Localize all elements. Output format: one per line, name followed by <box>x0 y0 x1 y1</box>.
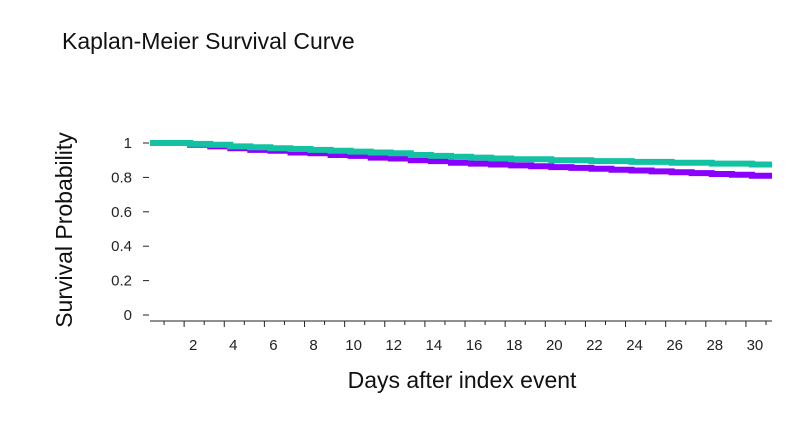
y-tick-label: 1 <box>124 135 132 152</box>
x-tick-label: 2 <box>189 337 197 354</box>
x-tick-label: 24 <box>626 337 643 354</box>
x-tick-label: 16 <box>466 337 483 354</box>
x-tick-label: 12 <box>385 337 402 354</box>
x-tick-label: 20 <box>546 337 563 354</box>
x-tick-label: 30 <box>747 337 764 354</box>
x-tick-label: 10 <box>345 337 362 354</box>
y-tick-label: 0 <box>124 307 132 324</box>
y-tick-label: 0.4 <box>111 238 132 255</box>
x-axis-title: Days after index event <box>348 367 577 393</box>
x-tick-label: 8 <box>309 337 317 354</box>
series-layer <box>150 140 772 179</box>
survival-curve-2 <box>150 140 772 168</box>
y-axis-title: Survival Probability <box>51 132 77 328</box>
x-tick-label: 14 <box>426 337 443 354</box>
y-tick-label: 0.6 <box>111 204 132 221</box>
y-axis: 0 0.2 0.4 0.6 0.8 1 <box>111 135 149 324</box>
x-tick-label: 18 <box>506 337 523 354</box>
x-tick-label: 26 <box>666 337 683 354</box>
x-tick-label: 4 <box>229 337 237 354</box>
x-tick-label: 22 <box>586 337 603 354</box>
y-tick-label: 0.2 <box>111 273 132 290</box>
y-tick-label: 0.8 <box>111 169 132 186</box>
x-axis: 2 4 6 8 10 12 14 16 18 20 22 24 26 28 30 <box>150 320 772 354</box>
x-tick-label: 6 <box>269 337 277 354</box>
chart-title: Kaplan-Meier Survival Curve <box>62 28 355 54</box>
x-tick-label: 28 <box>706 337 723 354</box>
